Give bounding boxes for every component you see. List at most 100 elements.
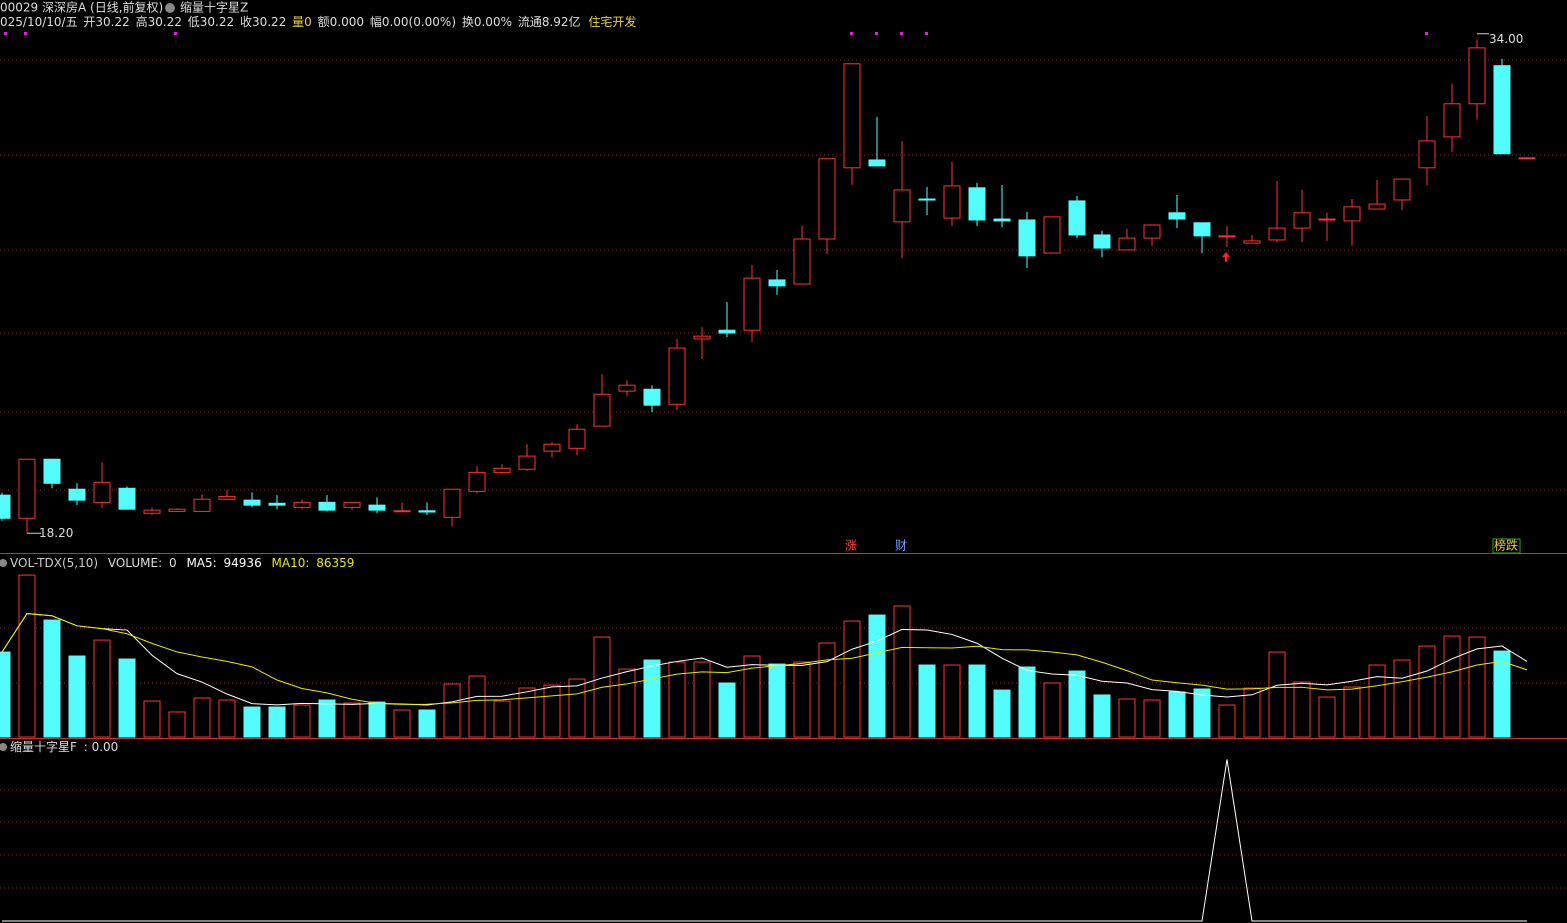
volume-bar bbox=[1068, 670, 1086, 738]
close: 收30.22 bbox=[240, 15, 286, 29]
info-dots bbox=[4, 32, 1428, 35]
candle-body bbox=[1468, 47, 1486, 105]
volume-bar bbox=[1143, 699, 1161, 738]
volume-bar bbox=[243, 706, 261, 738]
candle-body bbox=[843, 63, 861, 169]
volume-bar bbox=[143, 700, 161, 738]
rise-marker[interactable]: 涨 bbox=[845, 538, 857, 553]
candle-body bbox=[368, 504, 386, 511]
candle-body bbox=[1368, 203, 1386, 210]
volume-bar bbox=[893, 605, 911, 738]
board-marker[interactable]: 榜跌 bbox=[1494, 538, 1518, 553]
candle-body bbox=[218, 495, 236, 500]
indicator-name: VOL-TDX(5,10) bbox=[10, 556, 98, 570]
volume-bar bbox=[118, 658, 136, 738]
candle-body bbox=[1018, 219, 1036, 257]
candle-body bbox=[93, 481, 111, 503]
signal-name: 缩量十字星F bbox=[10, 739, 77, 754]
candle-body bbox=[1343, 206, 1361, 222]
volume-bar bbox=[693, 661, 711, 738]
volume: 量0 bbox=[292, 15, 312, 29]
ma5-label: MA5: bbox=[186, 556, 216, 570]
board-box bbox=[1492, 538, 1521, 554]
candle-body bbox=[868, 159, 886, 167]
volume-bar bbox=[168, 711, 186, 738]
info-dot bbox=[925, 32, 928, 35]
candle-body bbox=[193, 498, 211, 512]
candle-body bbox=[1068, 200, 1086, 236]
volume-bar bbox=[293, 704, 311, 738]
quote-line: 025/10/10/五 开30.22 高30.22 低30.22 收30.22 … bbox=[0, 14, 636, 29]
candle-body bbox=[618, 384, 636, 392]
formula-icon bbox=[165, 3, 175, 13]
info-dot bbox=[174, 32, 177, 35]
candle-body bbox=[1243, 240, 1261, 244]
volume-bar bbox=[1443, 635, 1461, 738]
volume-bar bbox=[18, 574, 36, 738]
panel-icon bbox=[0, 559, 7, 567]
volume-bar bbox=[1493, 650, 1511, 738]
candle-body bbox=[793, 238, 811, 285]
volume-bar bbox=[1268, 651, 1286, 738]
volume-bar bbox=[668, 661, 686, 738]
volume-bar bbox=[318, 699, 336, 738]
candle-body bbox=[1318, 218, 1336, 221]
info-dot bbox=[850, 32, 853, 35]
amount: 额0.000 bbox=[318, 15, 364, 29]
candle-body bbox=[968, 187, 986, 221]
candle-body bbox=[518, 455, 536, 470]
volume-bar bbox=[843, 620, 861, 738]
candle-body bbox=[993, 218, 1011, 222]
signal-header: 缩量十字星F : 0.00 bbox=[10, 739, 118, 754]
info-dot bbox=[24, 32, 27, 35]
candle-body bbox=[1193, 222, 1211, 237]
candle-body bbox=[543, 443, 561, 452]
ma5-value: 94936 bbox=[224, 556, 262, 570]
volume-bar bbox=[443, 683, 461, 738]
volume-bar bbox=[743, 655, 761, 738]
candle-body bbox=[343, 501, 361, 508]
volume-bar bbox=[768, 663, 786, 738]
volume-header: VOL-TDX(5,10) VOLUME: 0 MA5: 94936 MA10:… bbox=[10, 556, 354, 570]
volume-label: VOLUME: bbox=[108, 556, 162, 570]
volume-bar bbox=[1043, 682, 1061, 738]
candle-body bbox=[1443, 103, 1461, 138]
formula-name: 缩量十字星Z bbox=[180, 0, 248, 15]
volume-bar bbox=[968, 664, 986, 738]
candle-body bbox=[893, 189, 911, 223]
candle-body bbox=[1268, 227, 1286, 241]
float-cap: 流通8.92亿 bbox=[518, 14, 581, 29]
volume-bar bbox=[268, 706, 286, 738]
candle-body bbox=[293, 501, 311, 508]
volume-bar bbox=[518, 687, 536, 738]
info-dot bbox=[900, 32, 903, 35]
volume-bar bbox=[1368, 664, 1386, 738]
volume-bar bbox=[1293, 681, 1311, 738]
volume-bar bbox=[568, 678, 586, 738]
turnover: 换0.00% bbox=[462, 15, 512, 29]
candle-body bbox=[0, 494, 11, 519]
candle-body bbox=[268, 502, 286, 506]
volume-bar bbox=[1418, 645, 1436, 738]
volume-bar bbox=[343, 702, 361, 738]
volume-bar bbox=[1168, 691, 1186, 738]
volume-bar bbox=[1118, 698, 1136, 738]
candle-body bbox=[493, 467, 511, 473]
volume-bar bbox=[93, 639, 111, 738]
open: 开30.22 bbox=[83, 15, 129, 29]
finance-marker[interactable]: 财 bbox=[895, 539, 907, 553]
candle-body bbox=[143, 509, 161, 514]
volume-bar bbox=[1343, 686, 1361, 738]
candle-body bbox=[693, 335, 711, 340]
candle-body bbox=[818, 158, 836, 240]
candle-body bbox=[568, 428, 586, 449]
volume-bar bbox=[943, 664, 961, 738]
sector: 住宅开发 bbox=[588, 14, 636, 29]
volume-bar bbox=[1218, 704, 1236, 738]
candle-body bbox=[1393, 178, 1411, 201]
volume-bar bbox=[1018, 666, 1036, 738]
stock-code: 00029 深深房A (日线,前复权) bbox=[0, 0, 163, 15]
volume-bar bbox=[68, 655, 86, 738]
candle-body bbox=[118, 487, 136, 510]
